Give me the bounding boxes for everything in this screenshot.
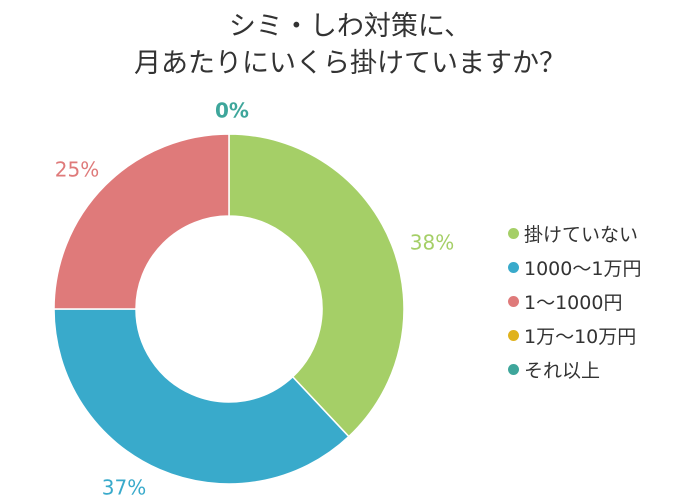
slice-3	[53, 133, 230, 310]
slice-1	[228, 133, 405, 438]
legend-swatch	[508, 295, 519, 307]
legend-label: 1000〜1万円	[524, 257, 642, 280]
data-label-1: 38%	[410, 231, 454, 255]
legend-swatch	[508, 227, 519, 239]
data-label-4: 0%	[215, 99, 249, 123]
legend-label: 1万〜10万円	[524, 325, 637, 348]
legend-label: それ以上	[524, 359, 601, 382]
legend-swatch	[508, 261, 519, 273]
data-label-3: 25%	[55, 158, 99, 182]
legend-swatch	[508, 329, 519, 341]
data-label-2: 37%	[102, 476, 146, 500]
chart-title: シミ・しわ対策に、 月あたりにいくら掛けていますか？	[0, 8, 700, 82]
legend-label: 掛けていない	[524, 223, 639, 246]
legend-item-2: 1000〜1万円	[508, 250, 641, 284]
legend: 掛けていない 1000〜1万円 1〜1000円 1万〜10万円 それ以上	[508, 216, 641, 386]
legend-item-4: 1万〜10万円	[508, 318, 641, 352]
legend-label: 1〜1000円	[524, 291, 623, 314]
chart-title-line-2: 月あたりにいくら掛けていますか？	[134, 48, 566, 79]
legend-item-3: 1〜1000円	[508, 284, 641, 318]
legend-item-5: それ以上	[508, 352, 641, 386]
chart-title-line-1: シミ・しわ対策に、	[228, 11, 472, 42]
legend-item-1: 掛けていない	[508, 216, 641, 250]
slice-2	[53, 308, 350, 485]
legend-swatch	[508, 363, 519, 375]
